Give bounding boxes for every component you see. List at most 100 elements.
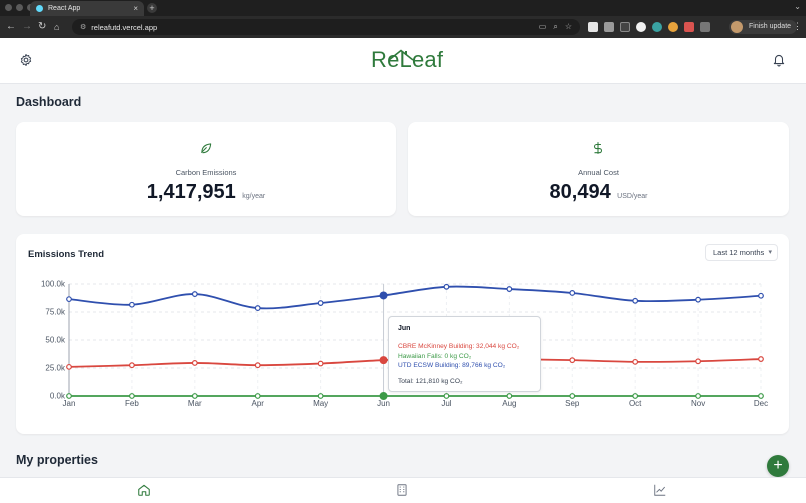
extension-icon[interactable] bbox=[636, 22, 646, 32]
data-point-hawaiian-falls[interactable] bbox=[758, 393, 764, 399]
dollar-icon bbox=[593, 142, 603, 154]
data-point-hawaiian-falls[interactable] bbox=[66, 393, 72, 399]
stat-unit: USD/year bbox=[617, 193, 648, 200]
browser-tab[interactable]: React App × bbox=[30, 1, 144, 16]
back-arrow-icon[interactable]: ← bbox=[6, 21, 16, 32]
stat-unit: kg/year bbox=[242, 193, 266, 200]
data-point-cbre-mckinney-building[interactable] bbox=[66, 363, 72, 370]
extension-icon[interactable] bbox=[588, 22, 598, 32]
app-logo[interactable]: ReLeaf bbox=[371, 47, 444, 72]
data-point-cbre-mckinney-building[interactable] bbox=[569, 357, 576, 364]
data-point-utd-ecsw-building[interactable] bbox=[317, 300, 324, 306]
data-point-cbre-mckinney-building[interactable] bbox=[317, 360, 324, 367]
home-browser-icon[interactable]: ⌂ bbox=[54, 22, 60, 32]
data-point-cbre-mckinney-building[interactable] bbox=[632, 358, 639, 365]
data-point-utd-ecsw-building[interactable] bbox=[632, 297, 639, 304]
extensions-area bbox=[588, 22, 710, 32]
extensions-puzzle-icon[interactable] bbox=[700, 22, 710, 32]
data-point-utd-ecsw-building[interactable] bbox=[379, 291, 388, 300]
forward-arrow-icon[interactable]: → bbox=[22, 21, 32, 32]
data-point-hawaiian-falls[interactable] bbox=[317, 393, 324, 399]
data-point-hawaiian-falls[interactable] bbox=[254, 393, 261, 399]
x-tick-label: Dec bbox=[754, 399, 768, 408]
browser-tab-bar: React App × + ⌄ bbox=[0, 0, 806, 16]
building-icon[interactable] bbox=[395, 483, 409, 497]
address-bar[interactable]: ⚙ releafutd.vercel.app ▭ ⌕ ☆ bbox=[72, 19, 580, 35]
site-info-icon[interactable]: ⚙ bbox=[80, 24, 87, 31]
y-tick-label: 50.0k bbox=[45, 336, 66, 345]
x-tick-label: Aug bbox=[502, 399, 516, 408]
y-tick-label: 0.0k bbox=[50, 392, 66, 401]
data-point-cbre-mckinney-building[interactable] bbox=[695, 358, 701, 365]
data-point-cbre-mckinney-building[interactable] bbox=[379, 356, 388, 365]
data-point-utd-ecsw-building[interactable] bbox=[254, 305, 261, 311]
tab-close-button[interactable]: × bbox=[133, 4, 138, 13]
my-properties-title: My properties bbox=[16, 453, 98, 467]
profile-avatar[interactable] bbox=[731, 21, 743, 33]
chart-icon[interactable] bbox=[653, 483, 667, 497]
stat-value: 80,494 bbox=[549, 181, 611, 203]
carbon-emissions-card: Carbon Emissions 1,417,951 kg/year bbox=[16, 122, 396, 216]
leaf-icon bbox=[200, 143, 212, 154]
data-point-utd-ecsw-building[interactable] bbox=[443, 283, 450, 290]
extension-icon[interactable] bbox=[684, 22, 694, 32]
data-point-hawaiian-falls[interactable] bbox=[569, 393, 576, 399]
y-tick-label: 75.0k bbox=[45, 308, 66, 317]
data-point-utd-ecsw-building[interactable] bbox=[66, 296, 72, 303]
reload-icon[interactable]: ↻ bbox=[38, 21, 47, 32]
x-tick-label: Jun bbox=[377, 399, 390, 408]
data-point-utd-ecsw-building[interactable] bbox=[129, 301, 135, 308]
tooltip-title: Jun bbox=[398, 325, 411, 332]
data-point-cbre-mckinney-building[interactable] bbox=[191, 360, 198, 366]
new-tab-button[interactable]: + bbox=[147, 3, 157, 13]
chart-tooltip: Jun CBRE McKinney Building: 32,044 kg CO… bbox=[388, 316, 541, 392]
extension-icon[interactable] bbox=[620, 22, 630, 32]
x-tick-label: Sep bbox=[565, 399, 580, 408]
x-tick-label: Apr bbox=[252, 399, 265, 408]
data-point-hawaiian-falls[interactable] bbox=[443, 393, 450, 399]
data-point-utd-ecsw-building[interactable] bbox=[506, 286, 513, 292]
cast-icon[interactable]: ▭ bbox=[538, 22, 547, 31]
data-point-utd-ecsw-building[interactable] bbox=[191, 291, 198, 297]
gear-icon[interactable] bbox=[19, 53, 33, 67]
home-icon[interactable] bbox=[137, 483, 151, 497]
bottom-nav bbox=[0, 477, 806, 503]
finish-update-button[interactable]: Finish update bbox=[729, 20, 798, 34]
tooltip-line-hawaiian-falls: Hawaiian Falls: 0 kg CO₂ bbox=[398, 352, 472, 360]
y-tick-label: 25.0k bbox=[45, 364, 66, 373]
add-property-button[interactable]: + bbox=[767, 455, 789, 477]
x-tick-label: Jan bbox=[63, 399, 76, 408]
data-point-utd-ecsw-building[interactable] bbox=[569, 290, 576, 296]
data-point-hawaiian-falls[interactable] bbox=[191, 393, 198, 399]
bell-icon[interactable] bbox=[772, 52, 786, 67]
data-point-cbre-mckinney-building[interactable] bbox=[758, 356, 764, 362]
data-point-hawaiian-falls[interactable] bbox=[379, 391, 388, 400]
emissions-line-chart[interactable]: 0.0k 25.0k 50.0k 75.0k 100.0k Jan Feb Mar Apr May… bbox=[0, 270, 806, 415]
stat-label: Carbon Emissions bbox=[175, 168, 237, 177]
extension-icon[interactable] bbox=[604, 22, 614, 32]
time-range-select[interactable]: Last 12 months ▾ bbox=[705, 244, 778, 261]
tab-search-chevron-icon[interactable]: ⌄ bbox=[794, 2, 801, 11]
extension-icon[interactable] bbox=[652, 22, 662, 32]
data-point-utd-ecsw-building[interactable] bbox=[695, 296, 701, 303]
extension-icon[interactable] bbox=[668, 22, 678, 32]
data-point-hawaiian-falls[interactable] bbox=[695, 393, 701, 399]
x-tick-label: Nov bbox=[691, 399, 705, 408]
x-tick-label: Mar bbox=[188, 399, 202, 408]
data-point-utd-ecsw-building[interactable] bbox=[758, 292, 764, 299]
browser-menu-icon[interactable]: ⋮ bbox=[793, 21, 802, 31]
logo-roof-icon bbox=[388, 49, 414, 61]
zoom-icon[interactable]: ⌕ bbox=[553, 22, 558, 31]
stat-label: Annual Cost bbox=[578, 168, 619, 177]
chevron-down-icon: ▾ bbox=[768, 249, 772, 256]
stat-value: 1,417,951 bbox=[146, 181, 236, 203]
bookmark-star-icon[interactable]: ☆ bbox=[564, 22, 572, 31]
x-tick-label: May bbox=[313, 399, 328, 408]
data-point-cbre-mckinney-building[interactable] bbox=[129, 362, 135, 369]
y-tick-label: 100.0k bbox=[41, 280, 66, 289]
data-point-hawaiian-falls[interactable] bbox=[506, 393, 513, 399]
x-tick-label: Oct bbox=[629, 399, 642, 408]
data-point-hawaiian-falls[interactable] bbox=[129, 393, 135, 399]
data-point-cbre-mckinney-building[interactable] bbox=[254, 362, 261, 369]
data-point-hawaiian-falls[interactable] bbox=[632, 393, 639, 399]
